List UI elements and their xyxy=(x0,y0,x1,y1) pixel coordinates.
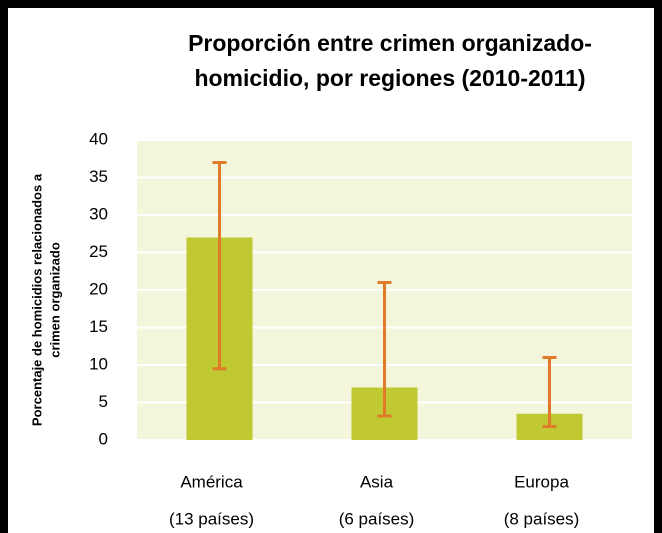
chart-title: Proporción entre crimen organizado- xyxy=(188,30,592,56)
y-tick-label: 0 xyxy=(99,429,108,448)
x-tick-sublabel: (6 países) xyxy=(339,509,415,528)
x-tick-label: Europa xyxy=(514,472,569,491)
y-tick-label: 40 xyxy=(89,129,108,148)
y-tick-label: 20 xyxy=(89,279,108,298)
x-tick-label: América xyxy=(180,472,243,491)
y-axis-label: Porcentaje de homicidios relacionados a xyxy=(29,173,44,426)
y-tick-label: 10 xyxy=(89,354,108,373)
x-tick-sublabel: (13 países) xyxy=(169,509,254,528)
x-tick-sublabel: (8 países) xyxy=(504,509,580,528)
y-axis-label: crimen organizado xyxy=(47,242,62,358)
y-tick-label: 5 xyxy=(99,392,108,411)
x-tick-label: Asia xyxy=(360,472,394,491)
y-tick-label: 25 xyxy=(89,242,108,261)
y-tick-label: 15 xyxy=(89,317,108,336)
y-tick-label: 35 xyxy=(89,167,108,186)
y-tick-label: 30 xyxy=(89,204,108,223)
chart-title: homicidio, por regiones (2010-2011) xyxy=(194,65,585,91)
